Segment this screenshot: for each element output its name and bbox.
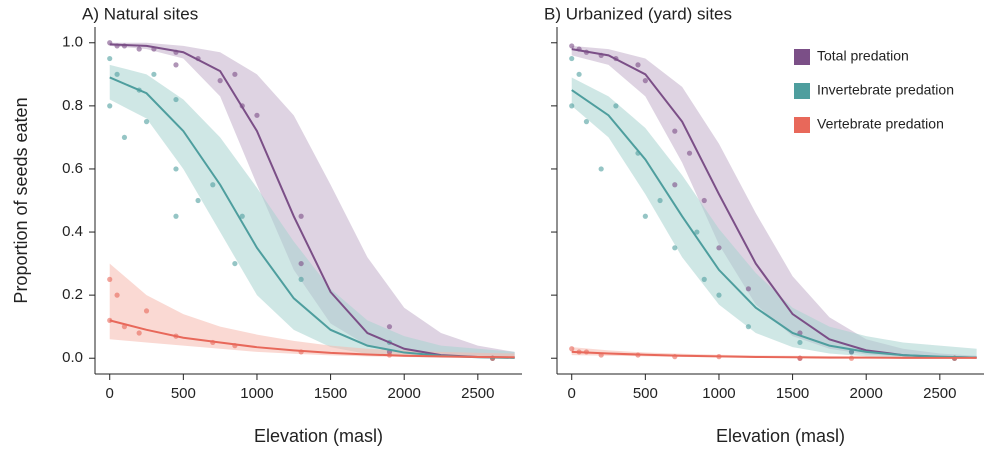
data-point [239, 213, 245, 219]
legend-swatch [794, 49, 810, 65]
legend-label: Invertebrate predation [817, 82, 954, 98]
x-tick-label: 2000 [850, 385, 883, 402]
data-point [136, 330, 142, 336]
data-point [173, 166, 179, 172]
x-tick-label: 2500 [461, 385, 494, 402]
data-point [569, 43, 575, 49]
data-point [672, 245, 678, 251]
data-point [583, 119, 590, 125]
data-point [657, 197, 663, 204]
x-tick-label: 0 [568, 385, 576, 402]
legend-swatch [794, 117, 810, 133]
data-point [298, 276, 304, 282]
data-point [136, 46, 142, 52]
fit-line [109, 319, 515, 359]
data-point [298, 260, 304, 267]
data-point [598, 166, 604, 172]
data-point [672, 128, 678, 134]
confidence-band [571, 77, 977, 359]
data-point [745, 324, 752, 330]
data-point [694, 229, 700, 235]
data-point [576, 71, 582, 77]
data-point [173, 96, 179, 103]
x-tick-label: 1000 [240, 385, 273, 402]
data-point [143, 308, 150, 314]
data-point [716, 245, 722, 251]
legend-label: Vertebrate predation [817, 116, 944, 132]
confidence-band [109, 263, 515, 358]
x-axis-label: Elevation (masl) [716, 426, 845, 446]
data-point [701, 276, 707, 282]
data-point [686, 150, 693, 156]
legend-swatch [794, 83, 810, 99]
data-point [114, 71, 120, 77]
data-point [386, 324, 393, 330]
data-point [107, 103, 113, 109]
y-tick-label: 0.4 [62, 223, 83, 240]
data-point [121, 134, 128, 141]
data-point [642, 213, 648, 219]
data-point [569, 55, 575, 62]
y-tick-label: 0.2 [62, 286, 83, 303]
data-point [254, 112, 260, 118]
x-tick-label: 0 [106, 385, 114, 402]
data-point [114, 292, 120, 298]
data-point [797, 339, 803, 346]
confidence-band [109, 42, 515, 358]
data-point [217, 78, 223, 84]
data-point [195, 197, 201, 204]
x-tick-label: 2500 [923, 385, 956, 402]
confidence-band [109, 64, 515, 359]
data-point [232, 260, 238, 267]
data-point [143, 119, 150, 125]
panel-title: A) Natural sites [82, 4, 198, 23]
x-tick-label: 500 [171, 385, 196, 402]
y-tick-label: 0.8 [62, 97, 83, 114]
data-point [716, 292, 722, 298]
data-point [569, 103, 575, 109]
data-point [298, 213, 304, 219]
data-point [642, 78, 648, 84]
data-point [745, 286, 752, 292]
data-point [613, 103, 619, 109]
fit-line [571, 89, 977, 359]
y-axis-label: Proportion of seeds eaten [11, 97, 31, 303]
data-point [635, 62, 641, 68]
y-tick-label: 0.6 [62, 160, 83, 177]
data-point [701, 197, 707, 204]
data-point [672, 182, 678, 188]
data-point [107, 55, 113, 62]
y-tick-label: 0.0 [62, 349, 83, 366]
data-point [232, 71, 238, 77]
data-point [173, 62, 179, 68]
data-point [107, 276, 113, 282]
data-point [210, 182, 216, 188]
x-tick-label: 2000 [388, 385, 421, 402]
confidence-band [571, 45, 977, 358]
data-point [569, 346, 575, 352]
data-point [151, 71, 157, 77]
data-point [173, 213, 179, 219]
x-axis-label: Elevation (masl) [254, 426, 383, 446]
x-tick-label: 1500 [776, 385, 809, 402]
x-tick-label: 500 [633, 385, 658, 402]
fit-line [571, 350, 977, 359]
y-tick-label: 1.0 [62, 34, 83, 51]
legend-label: Total predation [817, 48, 909, 64]
panel-title: B) Urbanized (yard) sites [544, 4, 732, 23]
x-tick-label: 1000 [702, 385, 735, 402]
x-tick-label: 1500 [314, 385, 347, 402]
